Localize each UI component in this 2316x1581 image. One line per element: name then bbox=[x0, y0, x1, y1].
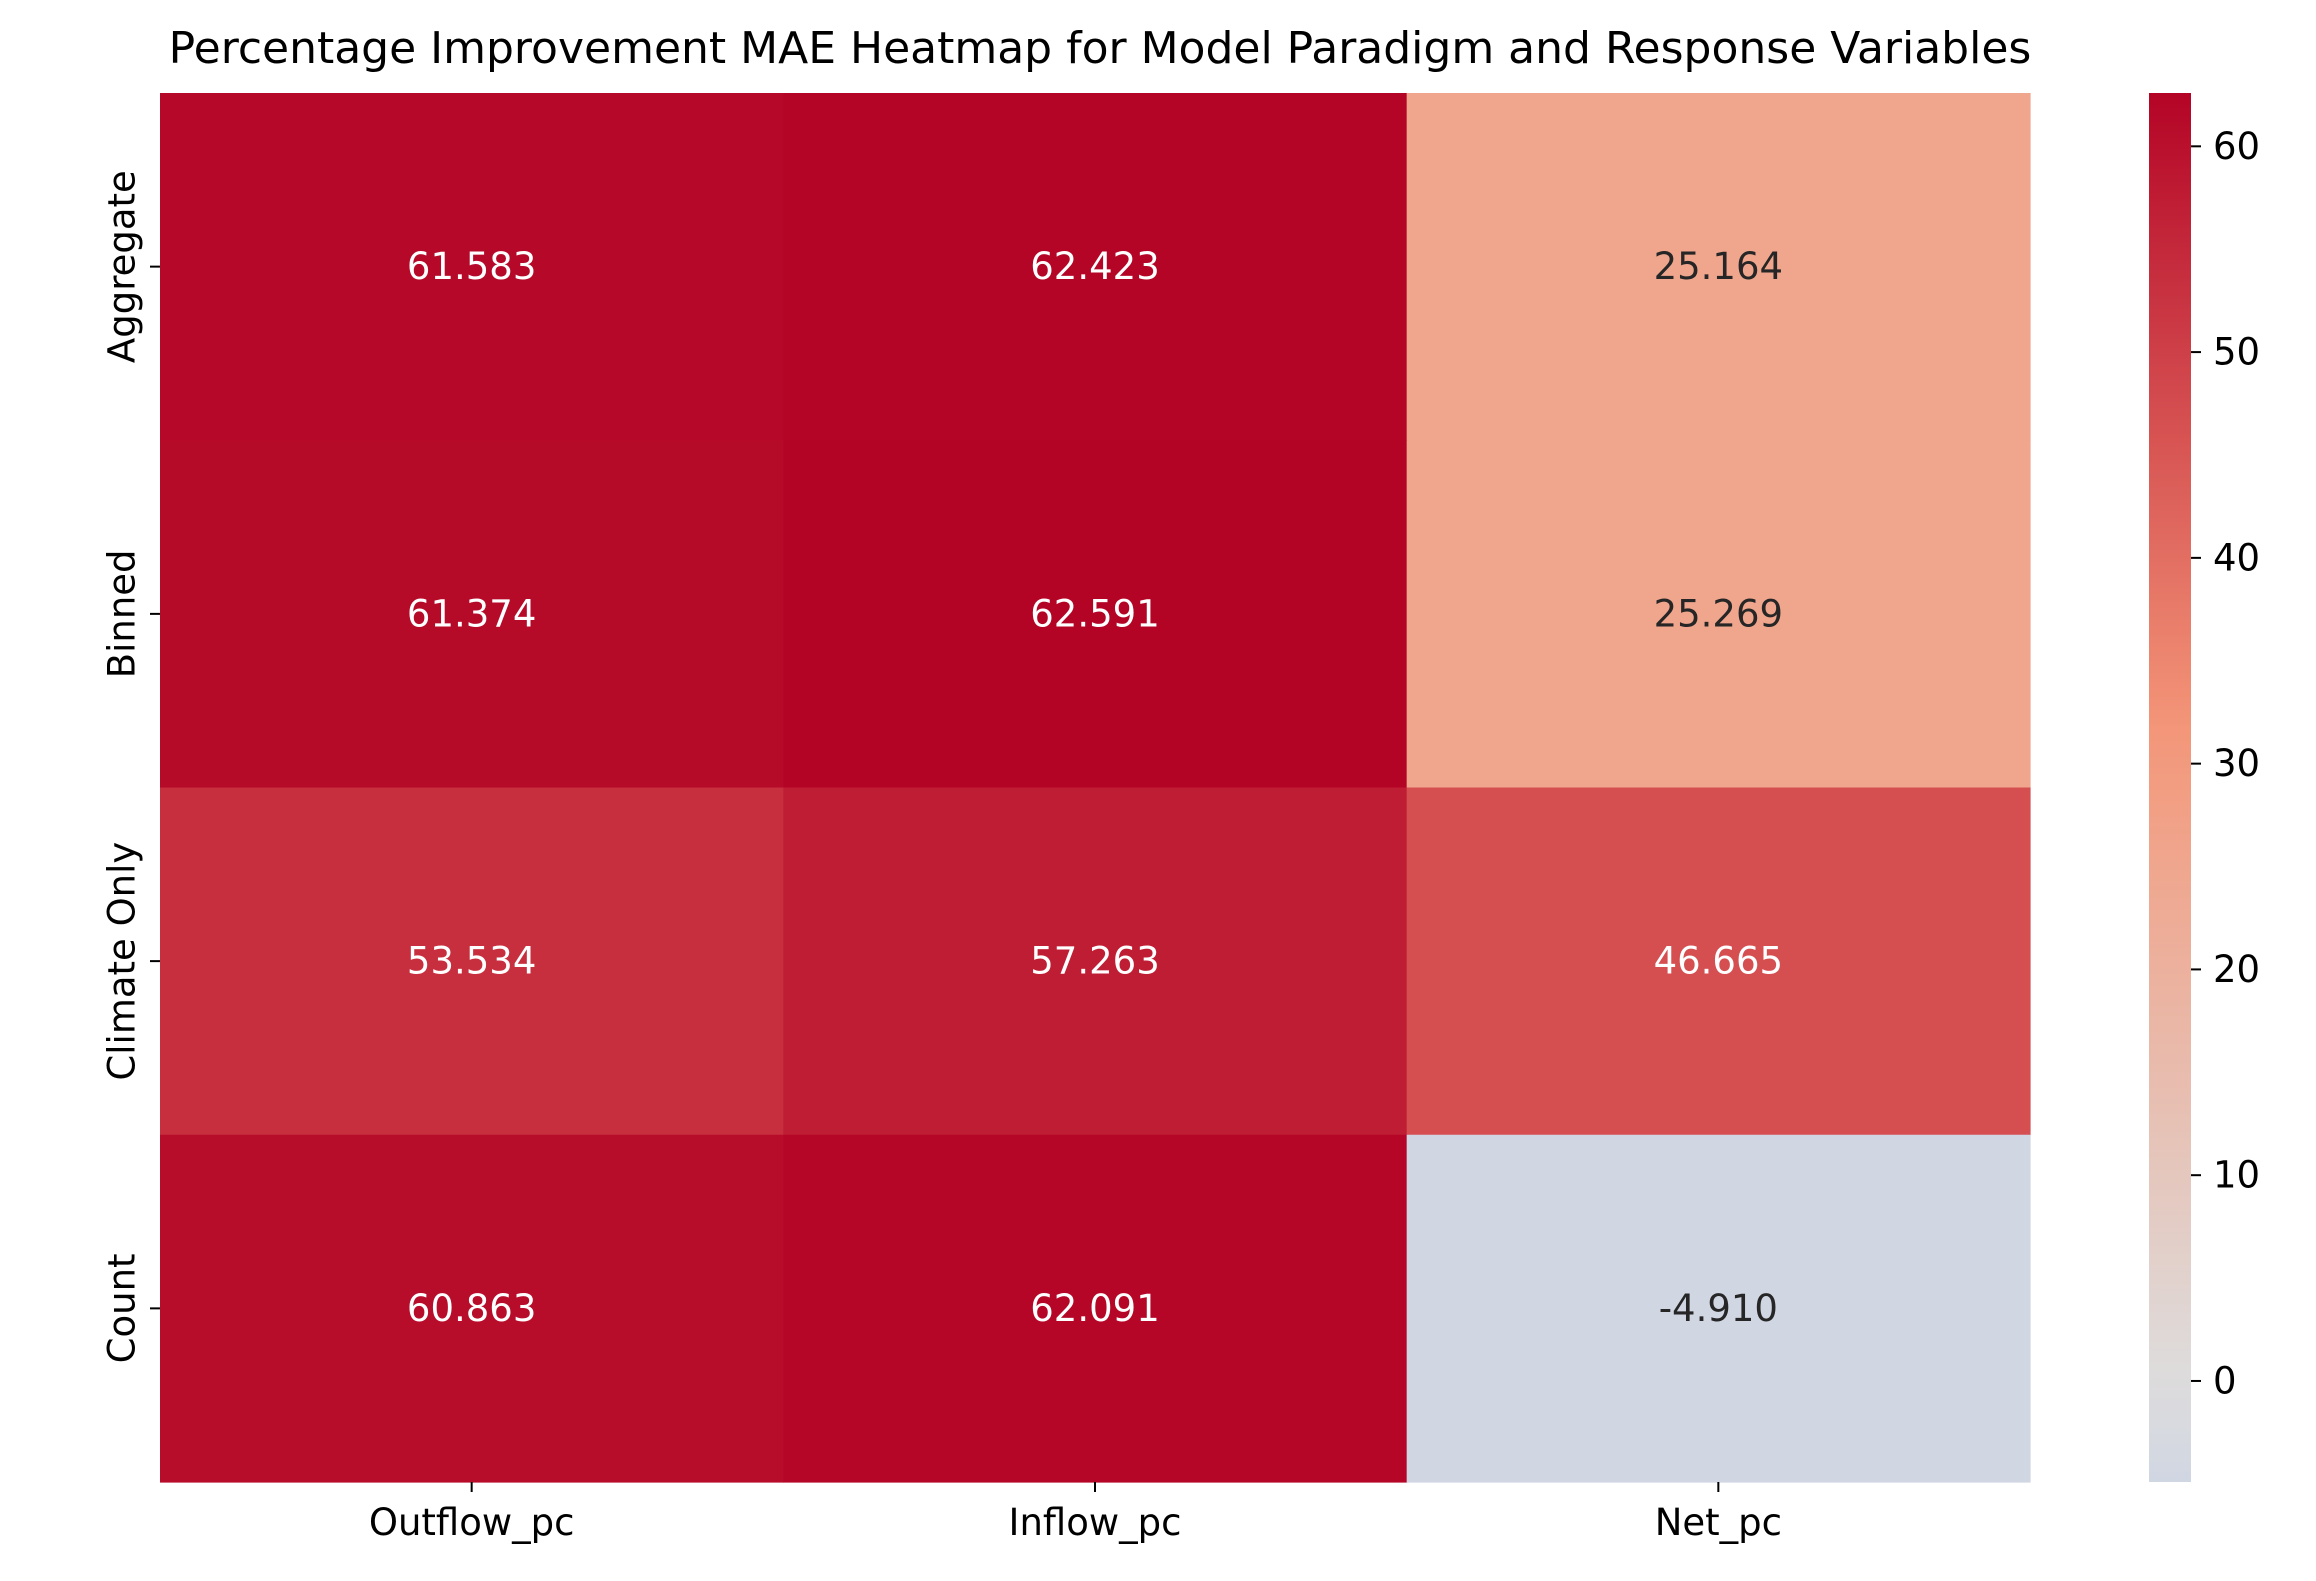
x-axis: Outflow_pc Inflow_pc Net_pc bbox=[369, 1482, 1782, 1544]
chart-title: Percentage Improvement MAE Heatmap for M… bbox=[169, 23, 2032, 74]
cell-value-label: 62.423 bbox=[1030, 245, 1159, 288]
heatmap-cell-aggregate-inflow-pc bbox=[783, 93, 1408, 441]
cell-value-label: 61.374 bbox=[407, 592, 536, 635]
heatmap-cell-count-outflow-pc bbox=[160, 1134, 784, 1483]
cell-value-label: -4.910 bbox=[1659, 1287, 1778, 1330]
colorbar-tick-label: 60 bbox=[2213, 125, 2260, 168]
cell-value-label: 62.091 bbox=[1030, 1287, 1159, 1330]
colorbar: 0 10 20 30 40 50 60 bbox=[2149, 93, 2260, 1482]
cell-value-label: 60.863 bbox=[407, 1287, 536, 1330]
colorbar-tick-label: 20 bbox=[2213, 948, 2260, 991]
x-tick-label: Outflow_pc bbox=[369, 1501, 575, 1544]
heatmap-cell-count-net-pc bbox=[1406, 1134, 2031, 1483]
cell-value-label: 61.583 bbox=[407, 245, 536, 288]
y-tick-label: Aggregate bbox=[101, 170, 144, 363]
cell-value-label: 46.665 bbox=[1654, 940, 1783, 983]
heatmap-value-labels: 61.583 62.423 25.164 61.374 62.591 25.269 53.5… bbox=[407, 245, 1783, 1330]
cell-value-label: 57.263 bbox=[1030, 940, 1159, 983]
cell-value-label: 25.269 bbox=[1654, 592, 1783, 635]
x-tick-label: Net_pc bbox=[1655, 1501, 1782, 1544]
colorbar-tick-label: 40 bbox=[2213, 536, 2260, 579]
heatmap-cell-count-inflow-pc bbox=[783, 1134, 1408, 1483]
heatmap-cell-climate-only-net-pc bbox=[1406, 787, 2031, 1136]
colorbar-tick-label: 10 bbox=[2213, 1154, 2260, 1197]
heatmap-cell-climate-only-outflow-pc bbox=[160, 787, 784, 1136]
x-tick-label: Inflow_pc bbox=[1009, 1501, 1182, 1544]
y-axis: Aggregate Binned Climate Only Count bbox=[101, 170, 160, 1363]
y-tick-label: Count bbox=[101, 1253, 144, 1363]
heatmap-cell-aggregate-outflow-pc bbox=[160, 93, 784, 441]
heatmap-cell-binned-inflow-pc bbox=[783, 440, 1408, 789]
heatmap-cell-aggregate-net-pc bbox=[1406, 93, 2031, 441]
colorbar-tick-label: 50 bbox=[2213, 331, 2260, 374]
y-tick-label: Binned bbox=[101, 549, 144, 678]
colorbar-gradient bbox=[2149, 93, 2191, 1482]
heatmap-cell-binned-outflow-pc bbox=[160, 440, 784, 789]
cell-value-label: 62.591 bbox=[1030, 592, 1159, 635]
y-tick-label: Climate Only bbox=[101, 842, 144, 1081]
cell-value-label: 25.164 bbox=[1654, 245, 1783, 288]
colorbar-tick-label: 0 bbox=[2213, 1359, 2237, 1402]
colorbar-tick-label: 30 bbox=[2213, 742, 2260, 785]
heatmap-cells bbox=[160, 93, 2031, 1483]
heatmap-cell-climate-only-inflow-pc bbox=[783, 787, 1408, 1136]
heatmap-cell-binned-net-pc bbox=[1406, 440, 2031, 789]
cell-value-label: 53.534 bbox=[407, 940, 536, 983]
